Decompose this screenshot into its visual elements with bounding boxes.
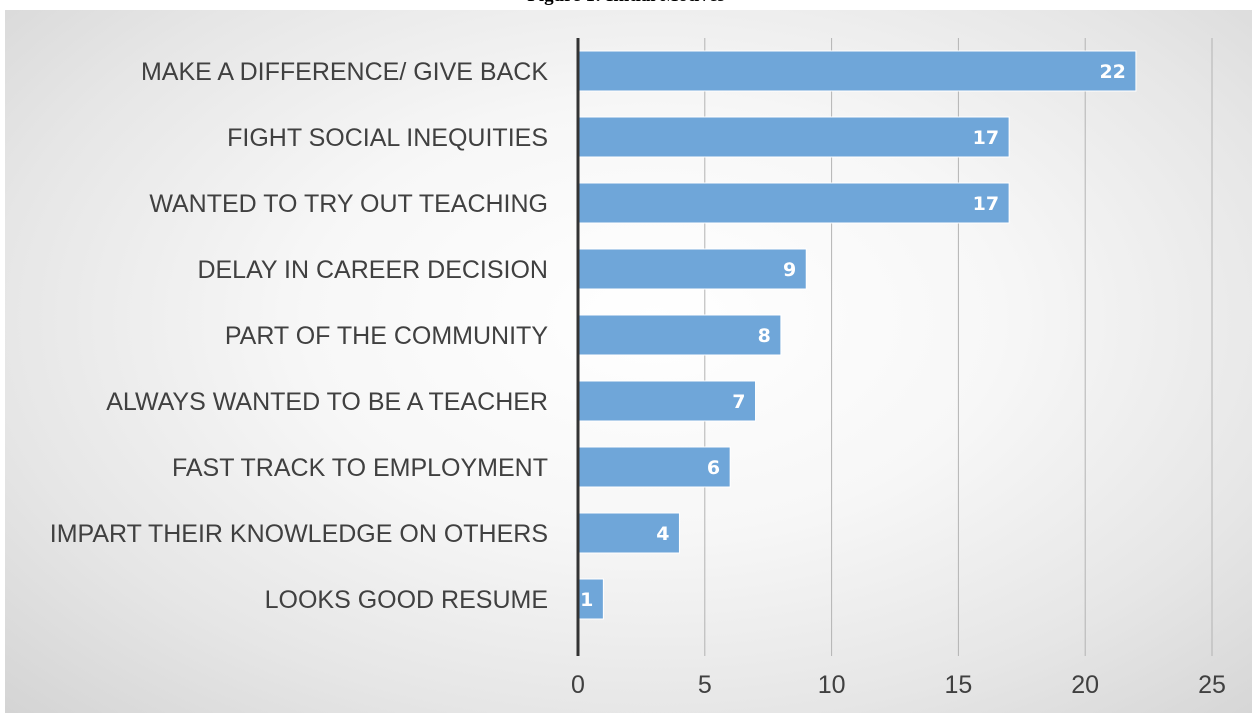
bar (577, 248, 807, 290)
category-label: WANTED TO TRY OUT TEACHING (149, 190, 548, 218)
category-label: DELAY IN CAREER DECISION (197, 256, 548, 284)
value-label: 4 (656, 523, 669, 545)
category-labels: MAKE A DIFFERENCE/ GIVE BACK FIGHT SOCIAL… (50, 58, 549, 614)
bar (577, 50, 1137, 92)
value-label: 17 (973, 193, 999, 215)
x-tick-label: 0 (571, 671, 585, 699)
category-label: ALWAYS WANTED TO BE A TEACHER (106, 388, 548, 416)
bar (577, 512, 680, 554)
category-label: MAKE A DIFFERENCE/ GIVE BACK (141, 58, 548, 86)
chart-title: Figure 1: Initial Motives (0, 0, 1252, 9)
x-tick-label: 25 (1198, 671, 1226, 699)
category-label: PART OF THE COMMUNITY (225, 322, 548, 350)
value-label: 9 (783, 259, 796, 281)
value-label: 8 (758, 325, 771, 347)
value-label: 6 (707, 457, 720, 479)
value-label: 1 (580, 589, 593, 611)
bar (577, 182, 1010, 224)
value-label: 17 (973, 127, 999, 149)
value-label: 22 (1099, 61, 1125, 83)
x-tick-label: 15 (944, 671, 972, 699)
x-tick-label: 20 (1071, 671, 1099, 699)
category-label: IMPART THEIR KNOWLEDGE ON OTHERS (50, 520, 548, 548)
x-tick-labels: 0 5 10 15 20 25 (571, 671, 1226, 699)
category-label: LOOKS GOOD RESUME (265, 586, 548, 614)
bar (577, 380, 757, 422)
bar (577, 314, 782, 356)
value-labels: 22 17 17 9 8 7 6 4 1 (580, 61, 1126, 611)
category-label: FAST TRACK TO EMPLOYMENT (172, 454, 548, 482)
bar (577, 116, 1010, 158)
category-label: FIGHT SOCIAL INEQUITIES (227, 124, 548, 152)
value-label: 7 (732, 391, 745, 413)
x-tick-label: 5 (698, 671, 712, 699)
x-tick-label: 10 (818, 671, 846, 699)
bars (577, 50, 1137, 620)
bar (577, 446, 731, 488)
bar (577, 578, 604, 620)
